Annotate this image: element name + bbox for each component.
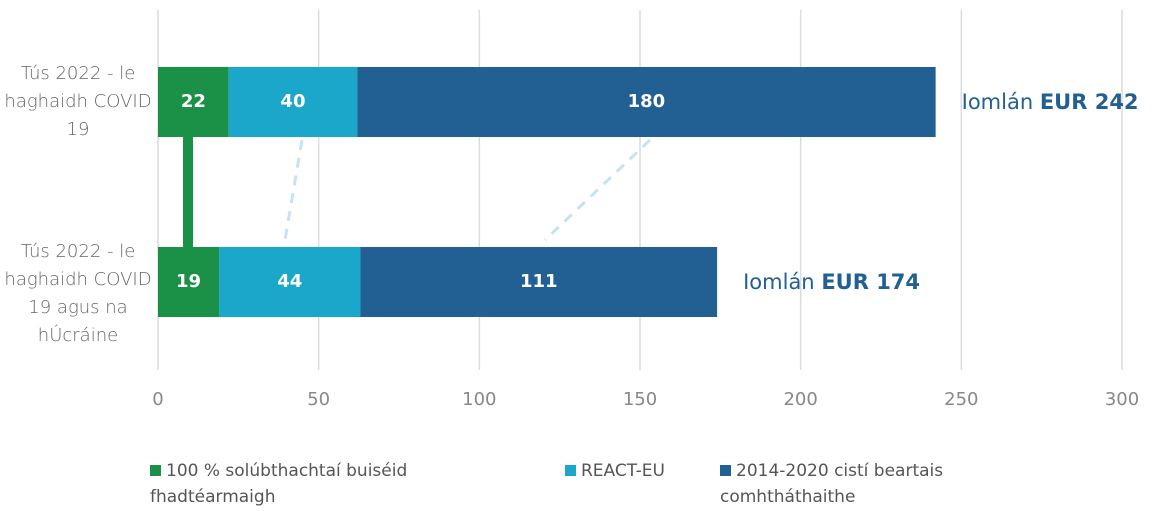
total-label: Iomlán EUR 242: [962, 90, 1139, 114]
legend-label: REACT-EU: [581, 461, 665, 481]
total-value: EUR 174: [821, 270, 921, 294]
legend-swatch: [565, 465, 576, 476]
legend-label: 2014-2020 cistí beartais comhtháthaithe: [720, 461, 944, 507]
bar-segment: [228, 67, 358, 137]
x-tick-label: 250: [944, 389, 978, 410]
bar-segment: [360, 247, 718, 317]
category-label: Tús 2022 - le haghaidh COVID 19 agus na …: [4, 241, 152, 346]
total-text: Iomlán: [743, 270, 815, 294]
value-label: 180: [628, 91, 666, 112]
category-label: Tús 2022 - le haghaidh COVID 19: [4, 63, 152, 140]
bar-segment: [357, 67, 936, 137]
x-tick-label: 50: [307, 389, 330, 410]
total-text: Iomlán: [961, 90, 1034, 114]
x-tick-label: 300: [1105, 389, 1139, 410]
connector: [543, 138, 652, 242]
x-tick-label: 150: [623, 389, 657, 410]
bar-segment: [158, 247, 220, 317]
x-tick-label: 200: [783, 389, 817, 410]
x-tick-label: 0: [152, 389, 163, 410]
value-label: 19: [176, 271, 201, 292]
value-label: 40: [280, 91, 305, 112]
value-label: 22: [181, 91, 206, 112]
value-label: 111: [520, 271, 558, 292]
connector: [283, 139, 304, 241]
legend-swatch: [150, 465, 161, 476]
total-value: EUR 242: [1039, 90, 1139, 114]
total-label: Iomlán EUR 174: [743, 270, 920, 294]
bar-segment: [219, 247, 361, 317]
value-label: 44: [277, 271, 302, 292]
legend-label: 100 % solúbthachtaí buiséid fhadtéarmaig…: [150, 461, 408, 507]
legend-item: 2014-2020 cistí beartais comhtháthaithe: [720, 458, 1010, 510]
x-tick-label: 100: [462, 389, 496, 410]
legend-swatch: [720, 465, 731, 476]
legend-item: 100 % solúbthachtaí buiséid fhadtéarmaig…: [150, 458, 490, 510]
legend-item: REACT-EU: [565, 458, 715, 484]
bar-segment: [158, 67, 229, 137]
